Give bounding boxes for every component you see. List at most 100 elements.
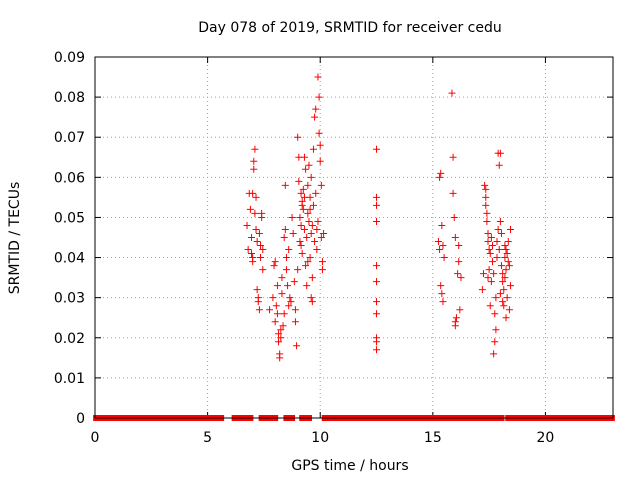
- data-point: [315, 129, 323, 137]
- data-point: [308, 274, 316, 282]
- data-point: [308, 298, 316, 306]
- data-point: [373, 262, 381, 270]
- data-point: [243, 221, 251, 229]
- data-point: [373, 217, 381, 225]
- data-point: [449, 189, 457, 197]
- x-tick-label: 15: [424, 430, 442, 446]
- y-tick-label: 0.02: [54, 331, 85, 347]
- data-point: [495, 246, 503, 254]
- data-point: [252, 225, 260, 233]
- data-point: [312, 105, 320, 113]
- data-point: [282, 266, 290, 274]
- data-point: [493, 254, 501, 262]
- data-point: [270, 262, 278, 270]
- data-point: [304, 209, 312, 217]
- data-point: [496, 149, 504, 157]
- data-point: [373, 145, 381, 153]
- data-point: [495, 161, 503, 169]
- data-point: [457, 274, 465, 282]
- data-point: [305, 161, 313, 169]
- data-point: [451, 322, 459, 330]
- data-point: [492, 326, 500, 334]
- x-tick-label: 0: [91, 430, 100, 446]
- data-point: [313, 225, 321, 233]
- data-point: [298, 197, 306, 205]
- x-tick-label: 5: [203, 430, 212, 446]
- data-point: [501, 274, 509, 282]
- data-point: [306, 193, 314, 201]
- data-point: [493, 238, 501, 246]
- data-point: [502, 266, 510, 274]
- data-point: [309, 145, 317, 153]
- data-point: [297, 189, 305, 197]
- y-tick-label: 0.08: [54, 90, 85, 106]
- data-point: [271, 258, 279, 266]
- data-point: [455, 258, 463, 266]
- data-point: [486, 302, 494, 310]
- y-tick-label: 0.06: [54, 170, 85, 186]
- data-point: [248, 234, 256, 241]
- data-point: [291, 318, 299, 326]
- y-tick-label: 0.07: [54, 130, 85, 146]
- data-point: [289, 229, 297, 237]
- data-point: [272, 302, 280, 310]
- data-point: [502, 246, 510, 254]
- data-point: [314, 73, 322, 81]
- data-point: [305, 217, 313, 225]
- data-point: [456, 306, 464, 314]
- data-point: [254, 298, 262, 306]
- data-point: [287, 298, 295, 306]
- data-point: [482, 185, 490, 193]
- data-point: [312, 189, 320, 197]
- data-point: [281, 181, 289, 189]
- data-point: [302, 165, 310, 173]
- y-tick-label: 0: [76, 411, 85, 427]
- data-point: [304, 258, 312, 266]
- data-point: [317, 181, 325, 189]
- data-point: [253, 286, 261, 294]
- data-point: [454, 270, 462, 278]
- data-point: [373, 298, 381, 306]
- data-point: [373, 310, 381, 318]
- data-point: [500, 302, 508, 310]
- data-point: [485, 266, 493, 274]
- data-point: [269, 294, 277, 302]
- data-point: [255, 229, 263, 237]
- data-point: [436, 246, 444, 254]
- data-point: [484, 229, 492, 237]
- data-point: [248, 250, 256, 258]
- data-point: [313, 246, 321, 254]
- data-point: [487, 234, 495, 241]
- data-point: [303, 234, 311, 241]
- data-point: [286, 294, 294, 302]
- data-point: [249, 258, 257, 266]
- data-point: [297, 242, 305, 250]
- data-point: [320, 229, 328, 237]
- y-tick-label: 0.04: [54, 251, 85, 267]
- data-point: [307, 229, 315, 237]
- data-point: [249, 189, 257, 197]
- data-point: [373, 338, 381, 346]
- data-point: [277, 326, 285, 334]
- x-tick-label: 10: [311, 430, 329, 446]
- data-point: [252, 193, 260, 201]
- data-point: [486, 250, 494, 258]
- data-point: [266, 306, 274, 314]
- data-point: [299, 205, 307, 213]
- data-point: [311, 113, 319, 121]
- data-point: [304, 181, 312, 189]
- y-tick-label: 0.05: [54, 210, 85, 226]
- data-point: [440, 254, 448, 262]
- data-point: [257, 254, 265, 262]
- data-point: [251, 209, 259, 217]
- x-tick-label: 20: [537, 430, 555, 446]
- data-point: [303, 282, 311, 290]
- data-point: [296, 238, 304, 246]
- data-point: [306, 205, 314, 213]
- data-point: [302, 262, 310, 270]
- data-point: [490, 350, 498, 358]
- data-point: [250, 165, 258, 173]
- data-point: [273, 282, 281, 290]
- data-point: [480, 270, 487, 278]
- data-point: [278, 290, 286, 298]
